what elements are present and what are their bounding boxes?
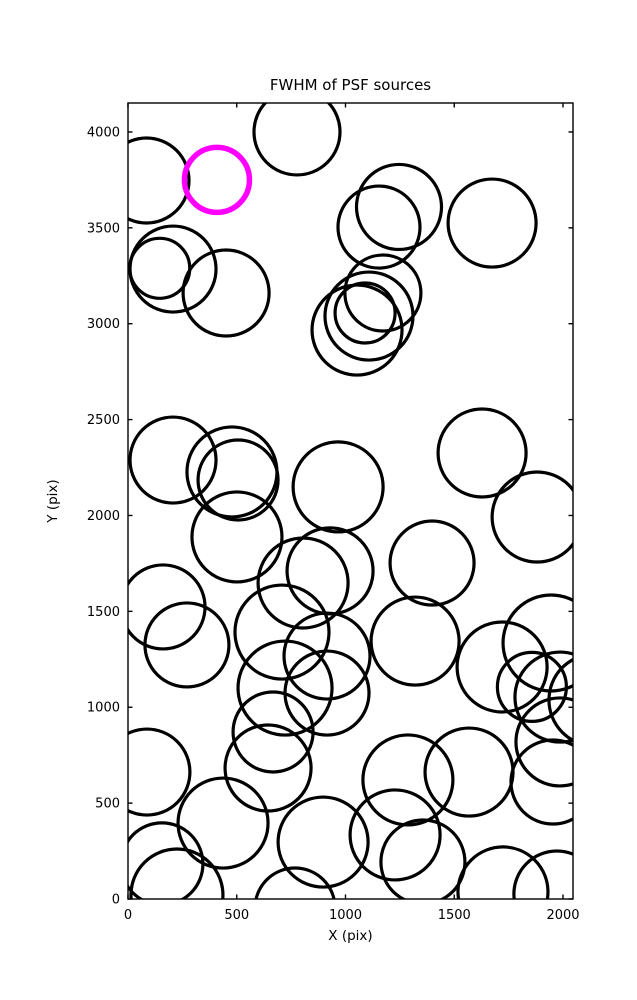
y-tick-label: 1000 [87,701,120,716]
y-tick-label: 1500 [87,605,120,620]
psf-source-circle [490,470,573,564]
psf-source-circle [436,407,528,499]
psf-source-circle [285,526,375,616]
x-axis-label: X (pix) [328,928,372,944]
psf-source-circle [336,184,422,270]
psf-source-circle [128,224,218,314]
psf-source-circle [282,611,372,701]
x-tick-label: 2000 [546,908,579,923]
psf-source-circle [231,690,315,774]
y-tick-label: 0 [112,893,120,908]
psf-source-circle [190,490,284,584]
psf-source-circle [501,593,573,693]
psf-source-circle [196,438,280,522]
psf-source-circle [495,650,568,724]
psf-source-circle [514,696,573,788]
psf-source-circle [233,583,331,681]
psf-source-circle [291,440,385,534]
psf-source-circle [379,818,467,899]
y-tick-label: 3000 [87,317,120,332]
psf-source-circle [128,136,191,225]
psf-source-circle [323,270,415,362]
psf-source-circle [509,738,573,826]
chart-title: FWHM of PSF sources [270,76,431,94]
axes-frame [127,102,574,900]
x-tick-label: 1500 [438,908,471,923]
ticks-layer [127,103,573,900]
psf-source-circle [129,847,225,899]
y-tick-label: 2000 [87,509,120,524]
psf-source-circle [128,563,207,651]
highlight-circle [181,144,253,216]
psf-source-circle [276,795,370,889]
x-tick-label: 1000 [329,908,362,923]
psf-source-circle [512,849,573,899]
psf-source-circle [310,283,404,377]
psf-source-circle [143,601,231,689]
psf-source-circle [446,177,538,269]
psf-source-circle [354,162,444,252]
psf-source-circle [256,536,350,630]
psf-source-circle [388,519,476,607]
psf-source-circle [455,620,549,714]
y-axis-label: Y (pix) [45,479,61,523]
psf-source-circle [254,866,336,899]
psf-source-circle [252,103,342,177]
y-tick-label: 2500 [87,413,120,428]
psf-source-circle [369,595,461,687]
x-tick-label: 500 [224,908,249,923]
psf-circles-layer [128,103,573,899]
psf-source-circle [547,657,573,743]
x-tick-label: 0 [124,908,132,923]
psf-source-circle [223,723,313,813]
psf-source-circle [128,415,218,505]
psf-source-circle [343,253,423,333]
y-tick-label: 3500 [87,221,120,236]
psf-source-circle [128,727,192,817]
psf-source-circle [456,845,550,899]
psf-source-circle [361,733,455,827]
psf-source-circle [348,788,442,882]
tick-labels-layer: 0 500 1000 1500 2000 0 500 1000 1500 2000 2500 3000… [87,125,580,923]
psf-source-circle [333,281,397,345]
y-tick-label: 4000 [87,125,120,140]
psf-source-circle [423,726,515,818]
psf-source-circle [176,776,270,870]
psf-source-circle [128,821,205,899]
y-tick-label: 500 [95,797,120,812]
psf-source-circle [128,236,192,300]
psf-source-circle [181,248,271,338]
